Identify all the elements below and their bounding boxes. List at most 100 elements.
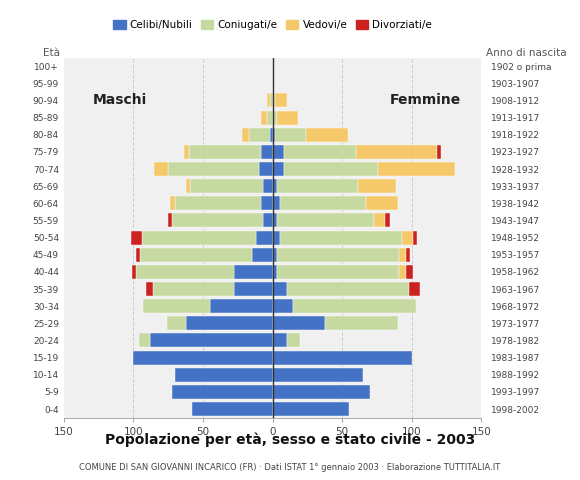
Text: Età: Età xyxy=(42,48,60,58)
Text: COMUNE DI SAN GIOVANNI INCARICO (FR) · Dati ISTAT 1° gennaio 2003 · Elaborazione: COMUNE DI SAN GIOVANNI INCARICO (FR) · D… xyxy=(79,463,501,472)
Bar xyxy=(437,145,441,159)
Bar xyxy=(256,230,273,245)
Text: Anno di nascita: Anno di nascita xyxy=(485,48,566,58)
Bar xyxy=(150,334,273,348)
Bar xyxy=(139,334,150,348)
Bar xyxy=(146,282,153,296)
Text: Femmine: Femmine xyxy=(390,94,461,108)
Bar xyxy=(413,230,418,245)
Bar xyxy=(273,196,280,210)
Bar xyxy=(357,179,397,193)
Bar xyxy=(277,110,298,125)
Bar xyxy=(130,230,142,245)
Bar xyxy=(136,248,140,262)
Bar xyxy=(273,162,284,176)
Bar xyxy=(273,230,280,245)
Text: Popolazione per età, sesso e stato civile - 2003: Popolazione per età, sesso e stato civil… xyxy=(105,432,475,447)
Bar xyxy=(267,110,273,125)
Bar xyxy=(306,128,348,142)
Bar xyxy=(133,350,273,365)
Bar xyxy=(172,214,263,228)
Bar xyxy=(263,214,273,228)
Bar xyxy=(262,196,273,210)
Bar xyxy=(186,316,273,330)
Bar xyxy=(280,230,402,245)
Bar xyxy=(385,214,390,228)
Bar xyxy=(169,196,175,210)
Bar xyxy=(273,145,284,159)
Bar xyxy=(270,128,273,142)
Bar xyxy=(186,179,190,193)
Bar xyxy=(142,230,256,245)
Bar xyxy=(280,196,366,210)
Bar xyxy=(262,110,267,125)
Bar xyxy=(168,214,172,228)
Bar xyxy=(284,145,356,159)
Bar xyxy=(143,299,210,313)
Bar xyxy=(234,265,273,279)
Bar xyxy=(136,265,234,279)
Bar xyxy=(399,265,406,279)
Bar xyxy=(273,316,325,330)
Bar xyxy=(154,162,168,176)
Bar xyxy=(242,128,249,142)
Bar xyxy=(168,162,259,176)
Bar xyxy=(183,145,189,159)
Bar xyxy=(140,248,252,262)
Bar xyxy=(276,128,306,142)
Bar xyxy=(378,162,455,176)
Bar xyxy=(277,248,399,262)
Bar xyxy=(190,179,263,193)
Bar xyxy=(273,368,363,382)
Text: Maschi: Maschi xyxy=(92,94,147,108)
Bar xyxy=(287,334,300,348)
Bar xyxy=(366,196,398,210)
Bar xyxy=(273,282,287,296)
Bar xyxy=(273,128,275,142)
Bar xyxy=(175,368,273,382)
Bar xyxy=(293,299,416,313)
Bar xyxy=(132,265,136,279)
Bar xyxy=(273,334,287,348)
Bar xyxy=(267,94,270,108)
Bar xyxy=(277,179,357,193)
Bar xyxy=(276,94,287,108)
Bar xyxy=(273,350,412,365)
Bar xyxy=(406,248,411,262)
Bar xyxy=(175,196,262,210)
Bar xyxy=(189,145,262,159)
Bar xyxy=(262,145,273,159)
Bar xyxy=(402,230,413,245)
Bar xyxy=(409,282,420,296)
Bar xyxy=(273,94,275,108)
Bar xyxy=(273,110,277,125)
Bar xyxy=(263,179,273,193)
Bar xyxy=(249,128,270,142)
Bar xyxy=(270,94,273,108)
Legend: Celibi/Nubili, Coniugati/e, Vedovi/e, Divorziati/e: Celibi/Nubili, Coniugati/e, Vedovi/e, Di… xyxy=(109,16,436,35)
Bar xyxy=(399,248,406,262)
Bar xyxy=(273,402,349,416)
Bar xyxy=(273,179,277,193)
Bar xyxy=(273,265,277,279)
Bar xyxy=(210,299,273,313)
Bar xyxy=(273,248,277,262)
Bar xyxy=(172,385,273,399)
Bar xyxy=(277,265,399,279)
Bar xyxy=(277,214,374,228)
Bar xyxy=(356,145,437,159)
Bar xyxy=(374,214,385,228)
Bar xyxy=(273,214,277,228)
Bar xyxy=(252,248,273,262)
Bar xyxy=(287,282,409,296)
Bar xyxy=(273,299,293,313)
Bar xyxy=(234,282,273,296)
Bar xyxy=(284,162,378,176)
Bar xyxy=(273,385,370,399)
Bar xyxy=(153,282,234,296)
Bar xyxy=(406,265,413,279)
Bar xyxy=(325,316,398,330)
Bar xyxy=(192,402,273,416)
Bar xyxy=(259,162,273,176)
Bar xyxy=(167,316,186,330)
